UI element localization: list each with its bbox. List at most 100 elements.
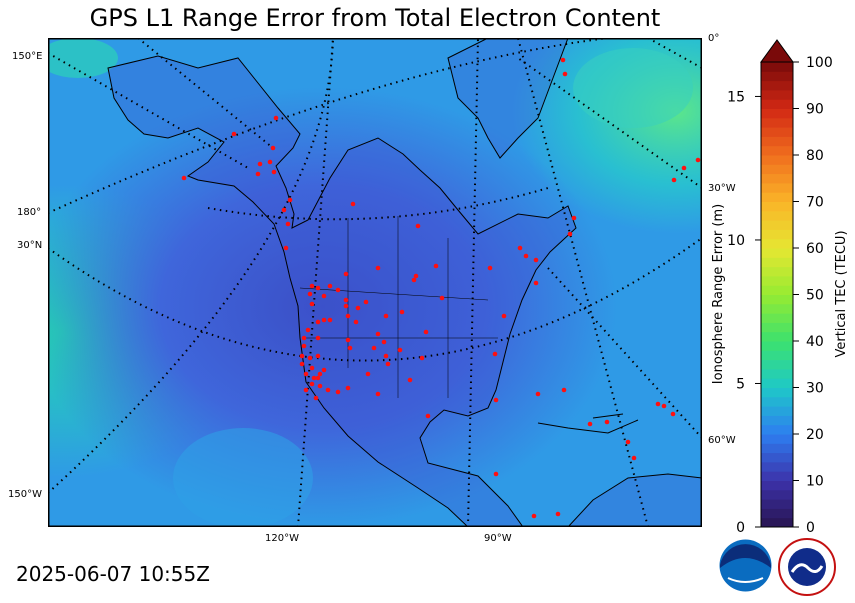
colorbar-swatch — [761, 99, 793, 109]
station-marker — [385, 361, 391, 367]
tec-tick-label: 80 — [806, 148, 824, 164]
greenland-coastline — [447, 38, 569, 159]
state-borders — [299, 216, 498, 398]
station-marker — [327, 283, 333, 289]
station-marker — [257, 161, 263, 167]
tec-field-low-core — [48, 38, 702, 527]
station-marker — [315, 353, 321, 359]
caribbean-coastline — [537, 413, 639, 434]
station-marker — [363, 299, 369, 305]
station-marker — [313, 395, 319, 401]
station-marker — [375, 331, 381, 337]
label-60w: 60°W — [708, 435, 736, 446]
station-marker — [343, 303, 349, 309]
station-marker — [303, 371, 309, 377]
station-marker — [305, 327, 311, 333]
station-marker — [533, 280, 539, 286]
tec-map — [48, 38, 702, 527]
colorbar-swatch — [761, 117, 793, 128]
tec-tick-label: 60 — [806, 241, 824, 257]
colorbar-swatch — [761, 201, 793, 212]
tec-tick-label: 20 — [806, 427, 824, 443]
station-marker — [604, 419, 610, 425]
station-marker — [670, 411, 676, 417]
station-marker — [375, 391, 381, 397]
station-marker — [695, 157, 701, 163]
station-marker — [433, 263, 439, 269]
station-marker — [671, 177, 677, 183]
colorbar-swatch — [761, 434, 793, 444]
station-marker — [523, 253, 529, 259]
station-marker — [560, 57, 566, 63]
colorbar-swatch — [761, 396, 793, 407]
station-marker — [533, 257, 539, 263]
colorbar-swatch — [761, 489, 793, 500]
station-marker — [439, 295, 445, 301]
station-marker — [335, 287, 341, 293]
colorbar-swatches — [761, 62, 793, 528]
tec-tick-label: 50 — [806, 288, 824, 304]
station-marker — [365, 371, 371, 377]
colorbar-swatch — [761, 378, 793, 388]
station-marker — [535, 391, 541, 397]
colorbar-swatch — [761, 471, 793, 481]
station-marker — [587, 421, 593, 427]
colorbar-swatch — [761, 275, 793, 286]
colorbar-swatch — [761, 285, 793, 295]
station-marker — [283, 245, 289, 251]
south-america-coastline — [567, 473, 702, 527]
station-marker — [371, 345, 377, 351]
colorbar-swatch — [761, 415, 793, 426]
colorbar-swatch — [761, 257, 793, 268]
label-120w: 120°W — [265, 533, 299, 544]
colorbar-swatch — [761, 294, 793, 305]
station-marker — [317, 371, 323, 377]
station-marker — [531, 513, 537, 519]
station-marker — [492, 351, 498, 357]
colorbar-swatch — [761, 350, 793, 361]
colorbar-swatch — [761, 164, 793, 175]
station-marker — [355, 305, 361, 311]
tec-tick-label: 90 — [806, 102, 824, 118]
colorbar-swatch — [761, 368, 793, 379]
station-marker — [285, 221, 291, 227]
station-marker — [309, 381, 315, 387]
station-marker — [309, 365, 315, 371]
nws-logo-icon — [778, 538, 836, 596]
colorbar-swatch — [761, 508, 793, 519]
range-error-tick-label: 15 — [727, 89, 745, 105]
station-markers — [181, 57, 701, 519]
station-marker — [345, 313, 351, 319]
graticule — [48, 38, 702, 527]
station-marker — [271, 169, 277, 175]
station-marker — [625, 439, 631, 445]
colorbar-swatch — [761, 387, 793, 398]
station-marker — [315, 375, 321, 381]
colorbar-swatch — [761, 127, 793, 137]
station-marker — [413, 273, 419, 279]
colorbar-swatch — [761, 313, 793, 323]
label-180: 180° — [17, 207, 42, 218]
station-marker — [321, 293, 327, 299]
colorbar-swatch — [761, 341, 793, 351]
colorbar-swatch — [761, 136, 793, 147]
label-30w: 30°W — [708, 183, 736, 194]
tec-axis-label: Vertical TEC (TECU) — [834, 230, 849, 357]
station-marker — [397, 347, 403, 353]
colorbar-swatch — [761, 62, 793, 72]
range-error-tick-label: 0 — [736, 520, 745, 532]
station-marker — [631, 455, 637, 461]
range-error-tick-label: 10 — [727, 233, 745, 249]
station-marker — [307, 291, 313, 297]
colorbar-swatch — [761, 452, 793, 463]
station-marker — [335, 389, 341, 395]
station-marker — [562, 71, 568, 77]
station-marker — [273, 115, 279, 121]
station-marker — [681, 165, 687, 171]
station-marker — [325, 387, 331, 393]
station-marker — [317, 383, 323, 389]
tec-tick-label: 70 — [806, 195, 824, 211]
station-marker — [321, 367, 327, 373]
station-marker — [493, 471, 499, 477]
colorbar-swatch — [761, 248, 793, 258]
